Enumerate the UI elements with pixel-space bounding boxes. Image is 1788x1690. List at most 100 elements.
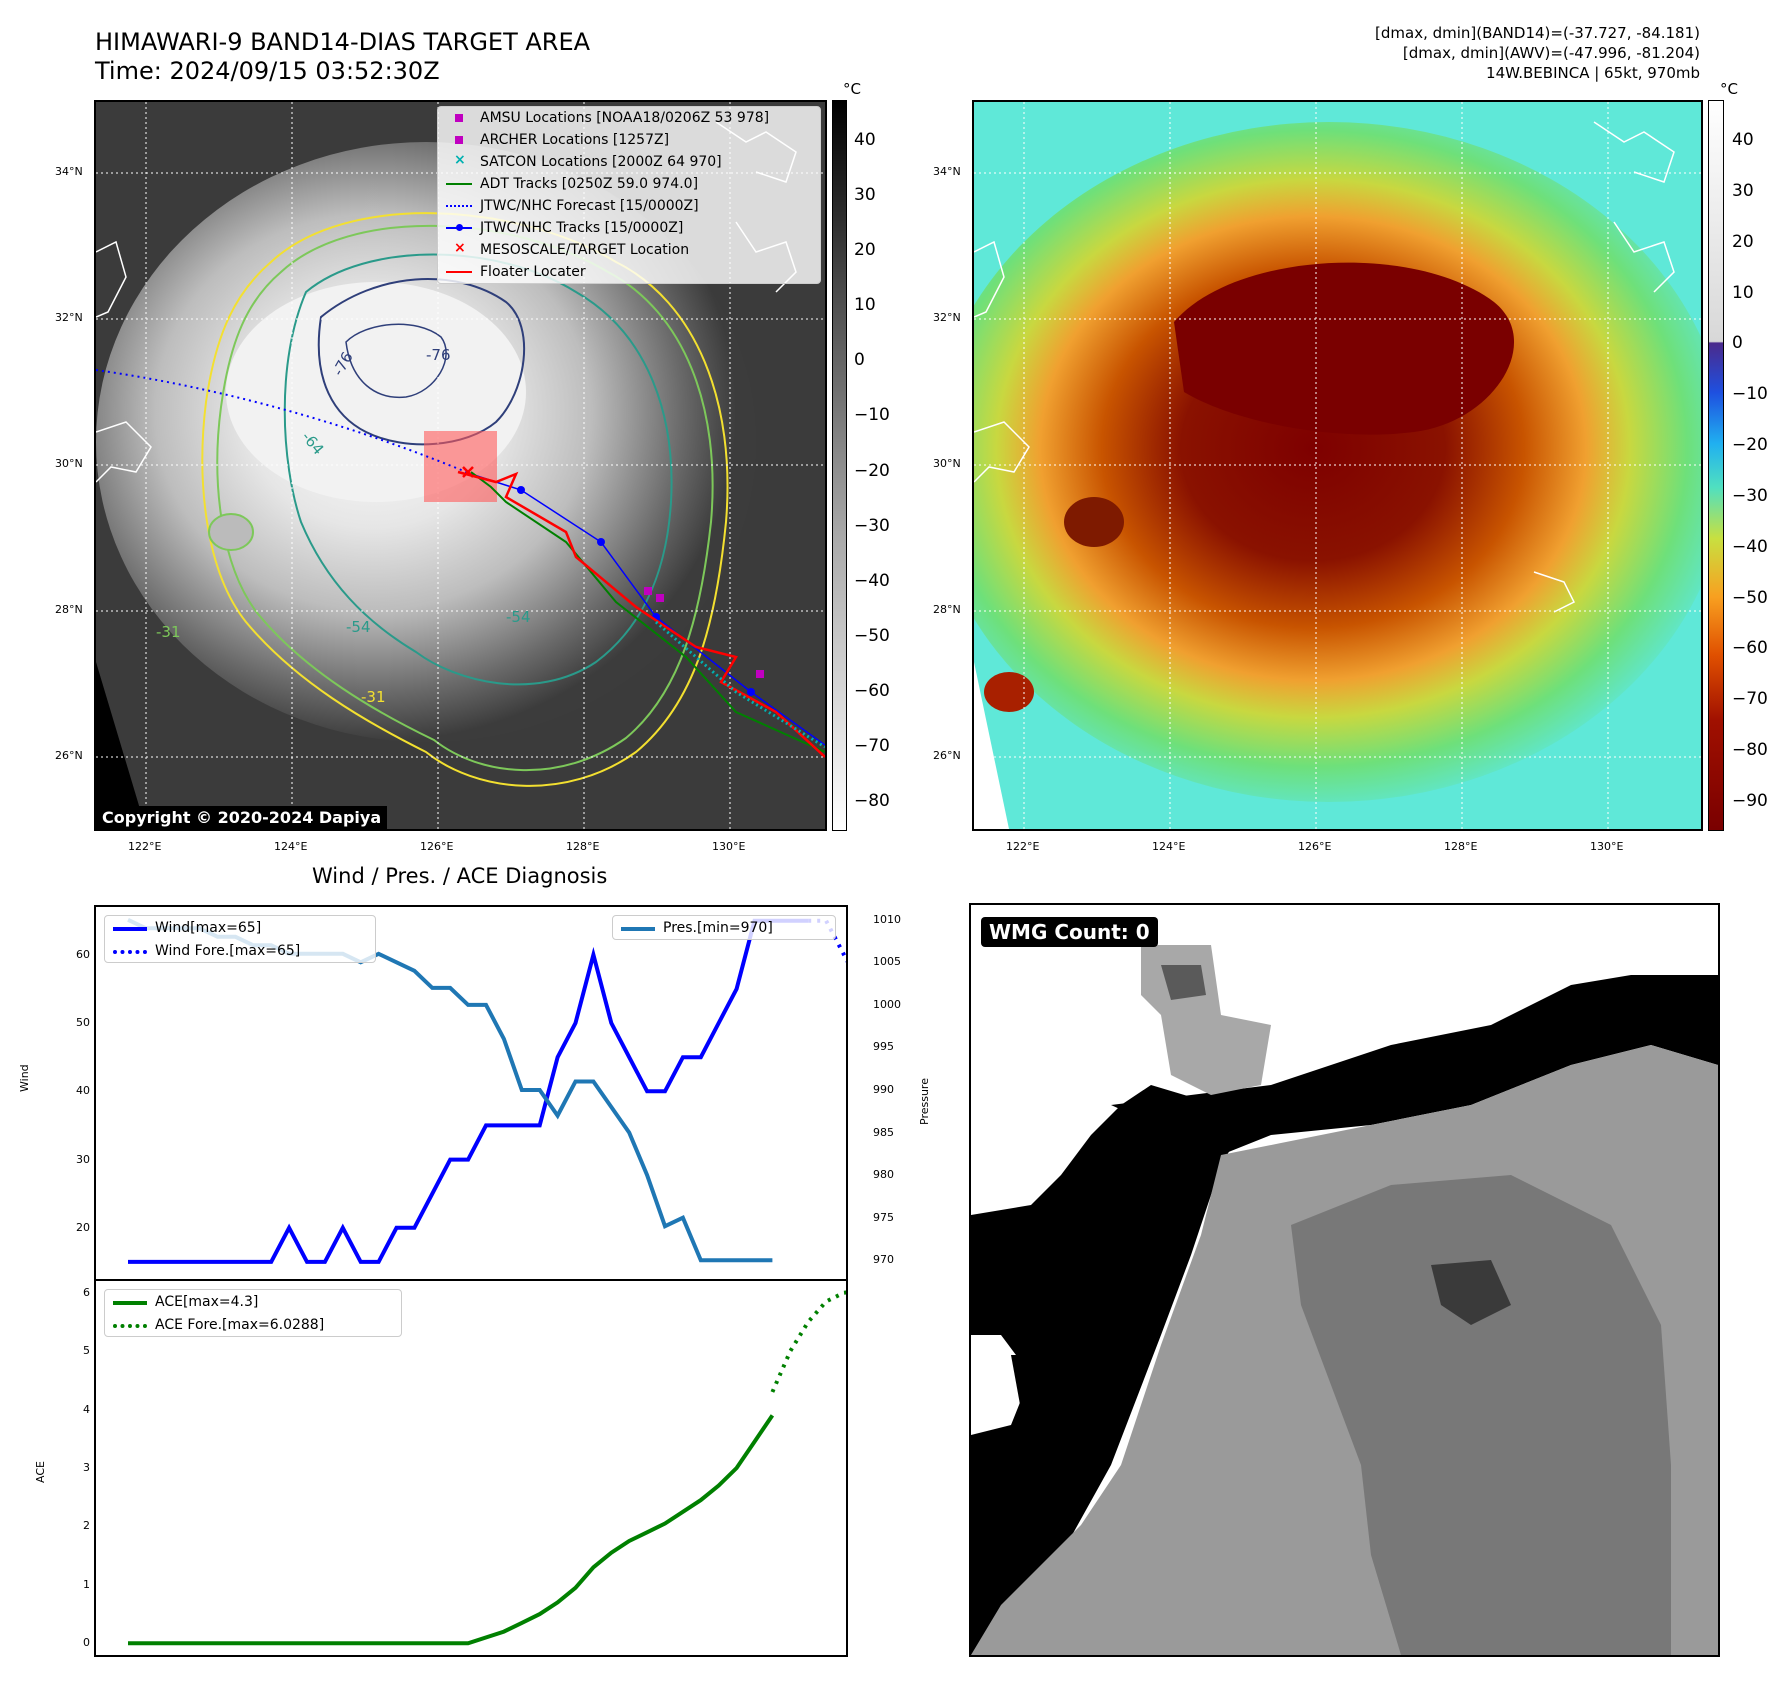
- ir-legend-swatch: [446, 265, 472, 279]
- pressure-y-tick: 975: [873, 1210, 894, 1224]
- ace-legend-swatch: [113, 1300, 147, 1305]
- pressure-y-tick: 990: [873, 1083, 894, 1097]
- ir-colorbar-tick: 30: [854, 185, 876, 206]
- pressure-y-tick: 1000: [873, 997, 901, 1011]
- ir-legend-item: Floater Locater: [438, 261, 820, 283]
- ir-lon-label: 130°E: [712, 840, 746, 853]
- awv-colorbar-unit: °C: [1720, 80, 1738, 98]
- ir-legend-label: MESOSCALE/TARGET Location: [480, 242, 690, 258]
- wind-line: [128, 918, 809, 1264]
- contour-label: -76: [426, 346, 451, 364]
- ace-y-tick: 0: [83, 1636, 90, 1650]
- ace-chart: ACE[max=4.3] ACE Fore.[max=6.0288]: [94, 1279, 848, 1657]
- wmg-count-badge: WMG Count: 0: [981, 917, 1158, 947]
- awv-map-image: [974, 102, 1701, 829]
- ir-lat-label: 28°N: [55, 603, 83, 616]
- awv-colorbar-tick: 30: [1732, 180, 1754, 201]
- pressure-legend-item: Pres.[min=970]: [613, 916, 835, 939]
- awv-colorbar-tick: −90: [1732, 791, 1768, 811]
- wind-pressure-chart: Wind[max=65] Wind Fore.[max=65] Pres.[mi…: [94, 905, 848, 1281]
- ace-y-tick: 3: [83, 1461, 90, 1474]
- jtwc-track: [470, 473, 825, 746]
- target-area-box: [424, 431, 497, 502]
- ir-lat-label: 26°N: [55, 749, 83, 762]
- ir-colorbar-unit: °C: [843, 80, 861, 98]
- awv-colorbar-tick: −50: [1732, 587, 1768, 608]
- pressure-y-tick: 985: [873, 1125, 894, 1139]
- wind-legend-swatch: [113, 926, 147, 931]
- ir-legend-item: JTWC/NHC Forecast [15/0000Z]: [438, 195, 820, 217]
- wind-y-tick: 50: [76, 1016, 90, 1030]
- ir-map-panel: -76 -76 -64 -54 -54 -31 -31 AMSU Locatio…: [94, 100, 827, 831]
- ir-lon-label: 124°E: [274, 840, 308, 853]
- copyright-label: Copyright © 2020-2024 Dapiya: [96, 806, 388, 829]
- wind-forecast-line: [808, 918, 846, 963]
- contour-label: -31: [361, 688, 386, 706]
- floater-track: [457, 470, 825, 758]
- wind-axis-label: Wind: [18, 1064, 31, 1092]
- ace-forecast-legend-swatch: [113, 1323, 147, 1328]
- ir-legend-swatch: [446, 199, 472, 213]
- awv-colorbar: [1708, 100, 1724, 831]
- ir-colorbar-tick: −60: [854, 680, 890, 701]
- wind-y-tick: 30: [76, 1152, 90, 1166]
- awv-colorbar-tick: 0: [1732, 333, 1743, 354]
- ir-lat-label: 34°N: [55, 165, 83, 178]
- wind-legend: Wind[max=65] Wind Fore.[max=65]: [104, 915, 376, 963]
- jtwc-forecast-track: [96, 369, 472, 475]
- pressure-legend-swatch: [621, 926, 655, 931]
- awv-lat-label: 32°N: [933, 311, 961, 324]
- ir-colorbar-tick: −30: [854, 515, 890, 536]
- pressure-y-tick: 1010: [873, 912, 901, 926]
- pressure-line: [127, 917, 773, 1263]
- ir-legend-label: JTWC/NHC Forecast [15/0000Z]: [480, 198, 699, 214]
- ir-legend-label: JTWC/NHC Tracks [15/0000Z]: [480, 220, 684, 236]
- ir-colorbar-tick: −20: [854, 460, 890, 481]
- ir-legend-swatch: [446, 177, 472, 191]
- ace-y-tick: 4: [83, 1402, 90, 1416]
- awv-colorbar-tick: −70: [1732, 689, 1768, 710]
- ir-colorbar-tick: −40: [854, 570, 890, 591]
- pressure-legend: Pres.[min=970]: [612, 915, 836, 940]
- awv-lon-label: 122°E: [1006, 840, 1040, 853]
- awv-lon-label: 126°E: [1298, 840, 1332, 853]
- awv-colorbar-tick: −30: [1732, 485, 1768, 506]
- ace-y-tick: 2: [83, 1519, 90, 1533]
- archer-marker: [656, 594, 664, 602]
- awv-lon-label: 124°E: [1152, 840, 1186, 853]
- ir-colorbar-tick: −50: [854, 625, 890, 646]
- info-band14: [dmax, dmin](BAND14)=(-37.727, -84.181): [1375, 24, 1700, 42]
- ace-y-tick: 6: [83, 1285, 90, 1299]
- awv-colorbar-tick: 10: [1732, 282, 1754, 303]
- ir-legend-item: AMSU Locations [NOAA18/0206Z 53 978]: [438, 107, 820, 129]
- ir-colorbar-tick: −70: [854, 735, 890, 756]
- pressure-y-tick: 1005: [873, 955, 901, 969]
- ace-line: [128, 1414, 775, 1646]
- awv-colorbar-tick: 20: [1732, 231, 1754, 252]
- awv-map-panel: [972, 100, 1703, 831]
- wind-legend-item: Wind[max=65]: [105, 916, 375, 939]
- wind-y-tick: 20: [76, 1220, 90, 1234]
- awv-lat-label: 28°N: [933, 603, 961, 616]
- archer-marker-2: [756, 670, 764, 678]
- ir-legend-label: SATCON Locations [2000Z 64 970]: [480, 154, 722, 170]
- ir-colorbar-tick: 0: [854, 350, 865, 371]
- ir-legend-label: ADT Tracks [0250Z 59.0 974.0]: [480, 176, 699, 192]
- pressure-axis-label: Pressure: [918, 1078, 931, 1125]
- awv-colorbar-tick: 40: [1732, 130, 1754, 150]
- ir-map-legend: AMSU Locations [NOAA18/0206Z 53 978] ARCH…: [437, 106, 821, 284]
- ir-lon-label: 122°E: [128, 840, 162, 853]
- ir-colorbar-tick: −10: [854, 405, 890, 426]
- ir-legend-label: ARCHER Locations [1257Z]: [480, 132, 670, 148]
- awv-lon-label: 130°E: [1590, 840, 1624, 853]
- awv-colorbar-tick: −80: [1732, 740, 1768, 761]
- ir-legend-label: Floater Locater: [480, 264, 586, 280]
- ir-legend-label: AMSU Locations [NOAA18/0206Z 53 978]: [480, 110, 770, 126]
- contour-label: -54: [506, 608, 531, 626]
- jtwc-track-points: [517, 486, 755, 696]
- ir-lon-label: 126°E: [420, 840, 454, 853]
- ir-legend-swatch: [446, 221, 472, 235]
- awv-colorbar-tick: −20: [1732, 435, 1768, 456]
- contour-label: -31: [156, 623, 181, 641]
- figure-time: Time: 2024/09/15 03:52:30Z: [95, 57, 440, 85]
